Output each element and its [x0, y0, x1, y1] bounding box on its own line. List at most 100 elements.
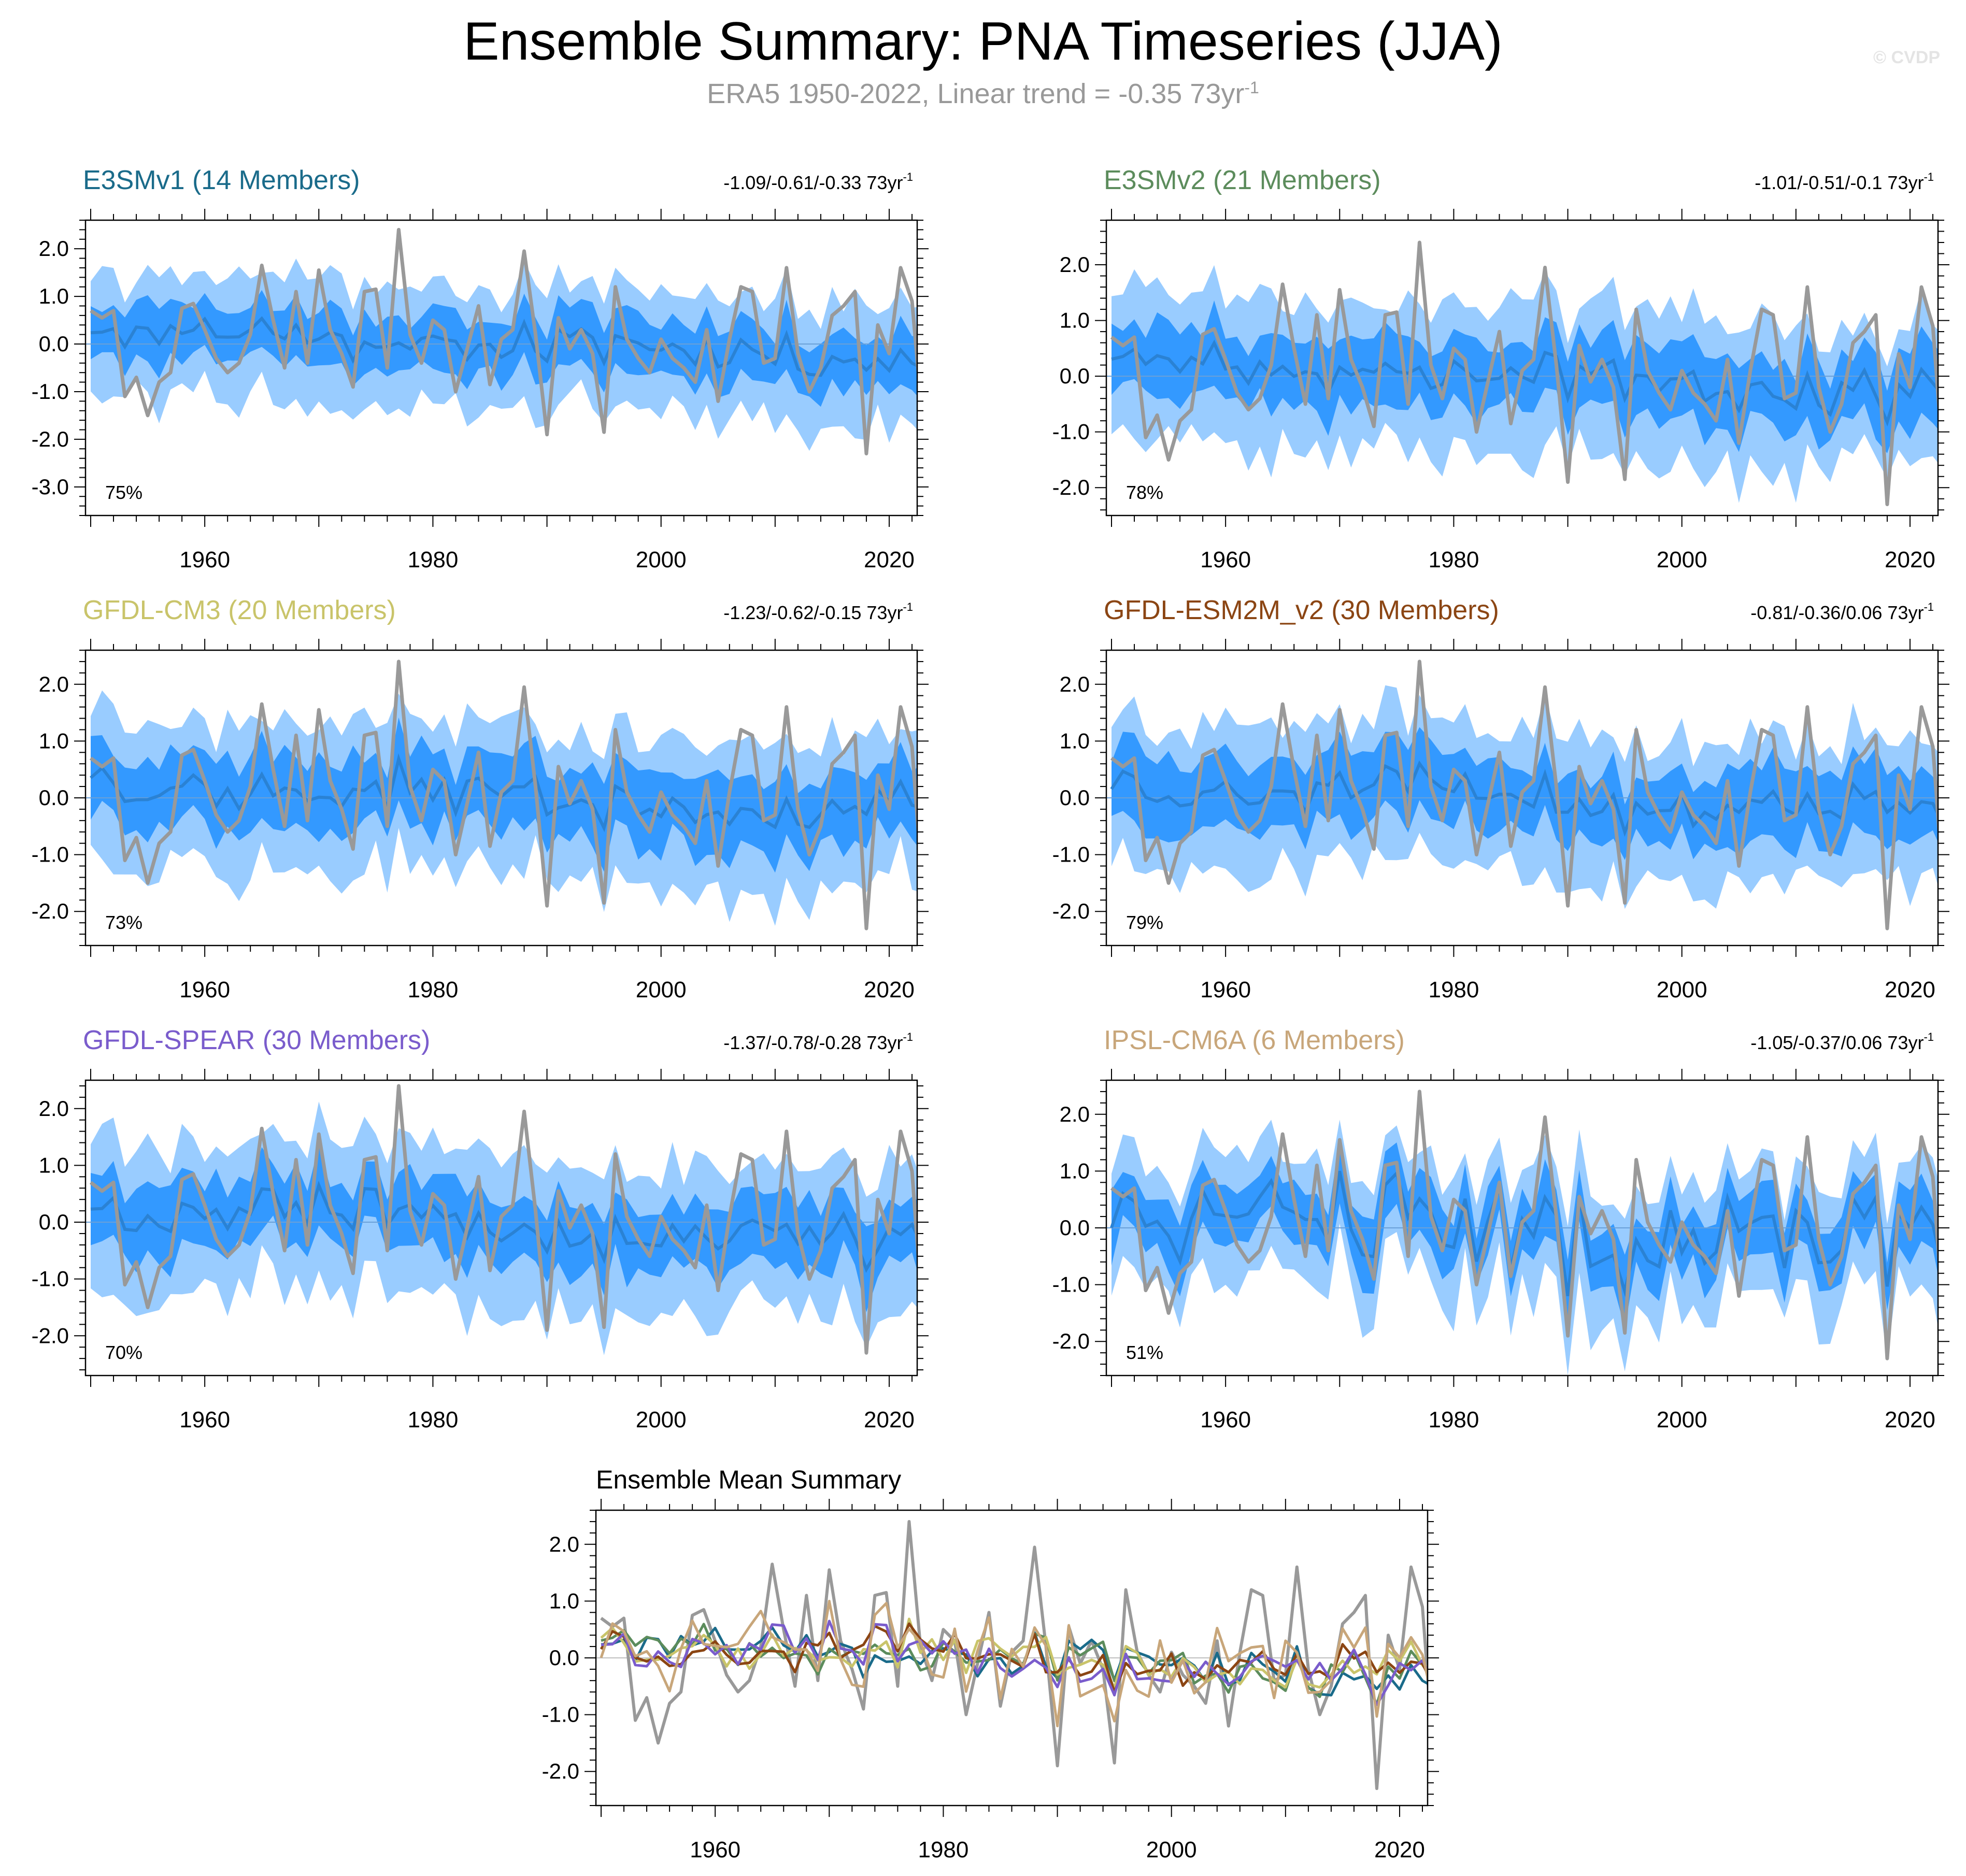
ensemble-mean-line [90, 316, 917, 377]
y-tick-label: 1.0 [1060, 1158, 1090, 1183]
y-tick-label: -1.0 [1052, 1272, 1090, 1297]
x-tick-label: 2000 [1146, 1837, 1197, 1863]
inner-spread-band [1112, 1138, 1938, 1333]
y-tick-label: -1.0 [32, 379, 69, 404]
x-tick-label: 2020 [1885, 977, 1935, 1003]
y-tick-label: 0.0 [549, 1645, 579, 1670]
x-tick-label: 1980 [407, 1407, 458, 1433]
plot-area [596, 1520, 1428, 1791]
x-tick-label: 1980 [407, 977, 458, 1003]
series-line-gfdl-spear [601, 1620, 1428, 1707]
ensemble-mean-line [1110, 760, 1938, 837]
y-tick-label: 2.0 [39, 672, 69, 696]
percent-label: 78% [1126, 482, 1163, 503]
y-tick-label: -1.0 [32, 842, 69, 867]
panel-1: E3SMv2 (21 Members) -1.01/-0.51/-0.1 73yr… [1052, 165, 1949, 572]
trend-label: -1.05/-0.37/0.06 73yr-1 [1750, 1030, 1934, 1053]
x-tick-label: 1960 [690, 1837, 740, 1863]
panel-title: IPSL-CM6A (6 Members) [1104, 1025, 1405, 1055]
panel-title: E3SMv2 (21 Members) [1104, 165, 1381, 195]
subtitle-exponent: -1 [1244, 78, 1259, 97]
inner-spread-band [1112, 727, 1938, 860]
ensemble-mean-line [90, 1180, 917, 1273]
observed-line [89, 1084, 917, 1355]
series-line-ipsl-cm6a [600, 1599, 1428, 1727]
y-tick-label: 2.0 [1060, 252, 1090, 277]
x-tick-label: 2020 [1885, 547, 1935, 572]
x-tick-label: 1960 [1200, 1407, 1251, 1433]
x-tick-label: 2020 [864, 1407, 915, 1433]
panel-4: GFDL-SPEAR (30 Members) -1.37/-0.78/-0.28… [32, 1025, 929, 1433]
x-tick-label: 2000 [636, 977, 687, 1003]
y-tick-label: -2.0 [1052, 899, 1090, 923]
panel-title: Ensemble Mean Summary [596, 1465, 901, 1494]
panel-title: GFDL-ESM2M_v2 (30 Members) [1104, 595, 1499, 625]
x-tick-label: 1960 [1200, 547, 1251, 572]
y-tick-label: -2.0 [542, 1759, 579, 1783]
x-tick-label: 2000 [636, 1407, 687, 1433]
y-tick-label: 0.0 [39, 785, 69, 810]
x-tick-label: 1960 [179, 547, 230, 572]
y-tick-label: -1.0 [1052, 420, 1090, 444]
trend-label: -0.81/-0.36/0.06 73yr-1 [1750, 600, 1934, 623]
observed-line [90, 227, 917, 455]
y-tick-label: 1.0 [39, 1153, 69, 1177]
x-tick-label: 2000 [636, 547, 687, 572]
x-tick-label: 1960 [179, 977, 230, 1003]
inner-spread-band [91, 290, 917, 407]
y-tick-label: -2.0 [32, 899, 69, 923]
panel-title: E3SMv1 (14 Members) [83, 165, 360, 195]
y-tick-label: 2.0 [39, 1096, 69, 1121]
y-tick-label: 0.0 [1060, 364, 1090, 388]
panel-3: GFDL-ESM2M_v2 (30 Members) -0.81/-0.36/0.… [1052, 595, 1949, 1003]
x-tick-label: 1980 [407, 547, 458, 572]
plot-area [1106, 1090, 1938, 1376]
y-tick-label: 2.0 [1060, 1102, 1090, 1126]
series-line-era5 [600, 1520, 1428, 1791]
y-tick-label: 1.0 [39, 728, 69, 753]
plot-area [86, 660, 917, 930]
percent-label: 79% [1126, 912, 1163, 933]
x-tick-label: 1980 [1428, 547, 1479, 572]
ensemble-mean-line [90, 753, 917, 833]
ensemble-mean-line [1110, 1170, 1938, 1297]
y-tick-label: -2.0 [1052, 475, 1090, 499]
percent-label: 75% [105, 482, 143, 503]
y-tick-label: 0.0 [1060, 785, 1090, 810]
trend-label: -1.37/-0.78/-0.28 73yr-1 [723, 1030, 913, 1053]
x-tick-label: 1960 [1200, 977, 1251, 1003]
plot-area [1106, 240, 1938, 506]
trend-label: -1.01/-0.51/-0.1 73yr-1 [1755, 170, 1934, 193]
trend-label: -1.09/-0.61/-0.33 73yr-1 [723, 170, 913, 193]
x-tick-label: 2000 [1657, 977, 1707, 1003]
panel-title: GFDL-SPEAR (30 Members) [83, 1025, 430, 1055]
y-tick-label: 1.0 [1060, 728, 1090, 753]
main-title: Ensemble Summary: PNA Timeseries (JJA) [463, 11, 1503, 71]
x-tick-label: 2020 [1374, 1837, 1425, 1863]
observed-line [1110, 240, 1938, 506]
x-tick-label: 1980 [1428, 1407, 1479, 1433]
percent-label: 51% [1126, 1342, 1163, 1363]
x-tick-label: 2000 [1657, 1407, 1707, 1433]
plot-area [86, 227, 917, 455]
y-tick-label: 0.0 [1060, 1215, 1090, 1240]
y-tick-label: -2.0 [32, 427, 69, 451]
x-tick-label: 2000 [1657, 547, 1707, 572]
plot-area [1106, 660, 1938, 930]
y-tick-label: -3.0 [32, 475, 69, 499]
y-tick-label: 0.0 [39, 332, 69, 356]
y-tick-label: -1.0 [32, 1267, 69, 1291]
percent-label: 73% [105, 912, 143, 933]
y-tick-label: 2.0 [549, 1532, 579, 1556]
panel-2: GFDL-CM3 (20 Members) -1.23/-0.62/-0.15 7… [32, 595, 929, 1003]
trend-label: -1.23/-0.62/-0.15 73yr-1 [723, 600, 913, 623]
ensemble-mean-line [1111, 339, 1938, 427]
y-tick-label: 0.0 [39, 1210, 69, 1234]
inner-spread-band [91, 1145, 917, 1312]
x-tick-label: 1960 [179, 1407, 230, 1433]
y-tick-label: -1.0 [542, 1702, 579, 1727]
y-tick-label: 1.0 [549, 1588, 579, 1613]
plot-area [86, 1084, 917, 1355]
y-tick-label: 2.0 [1060, 672, 1090, 696]
